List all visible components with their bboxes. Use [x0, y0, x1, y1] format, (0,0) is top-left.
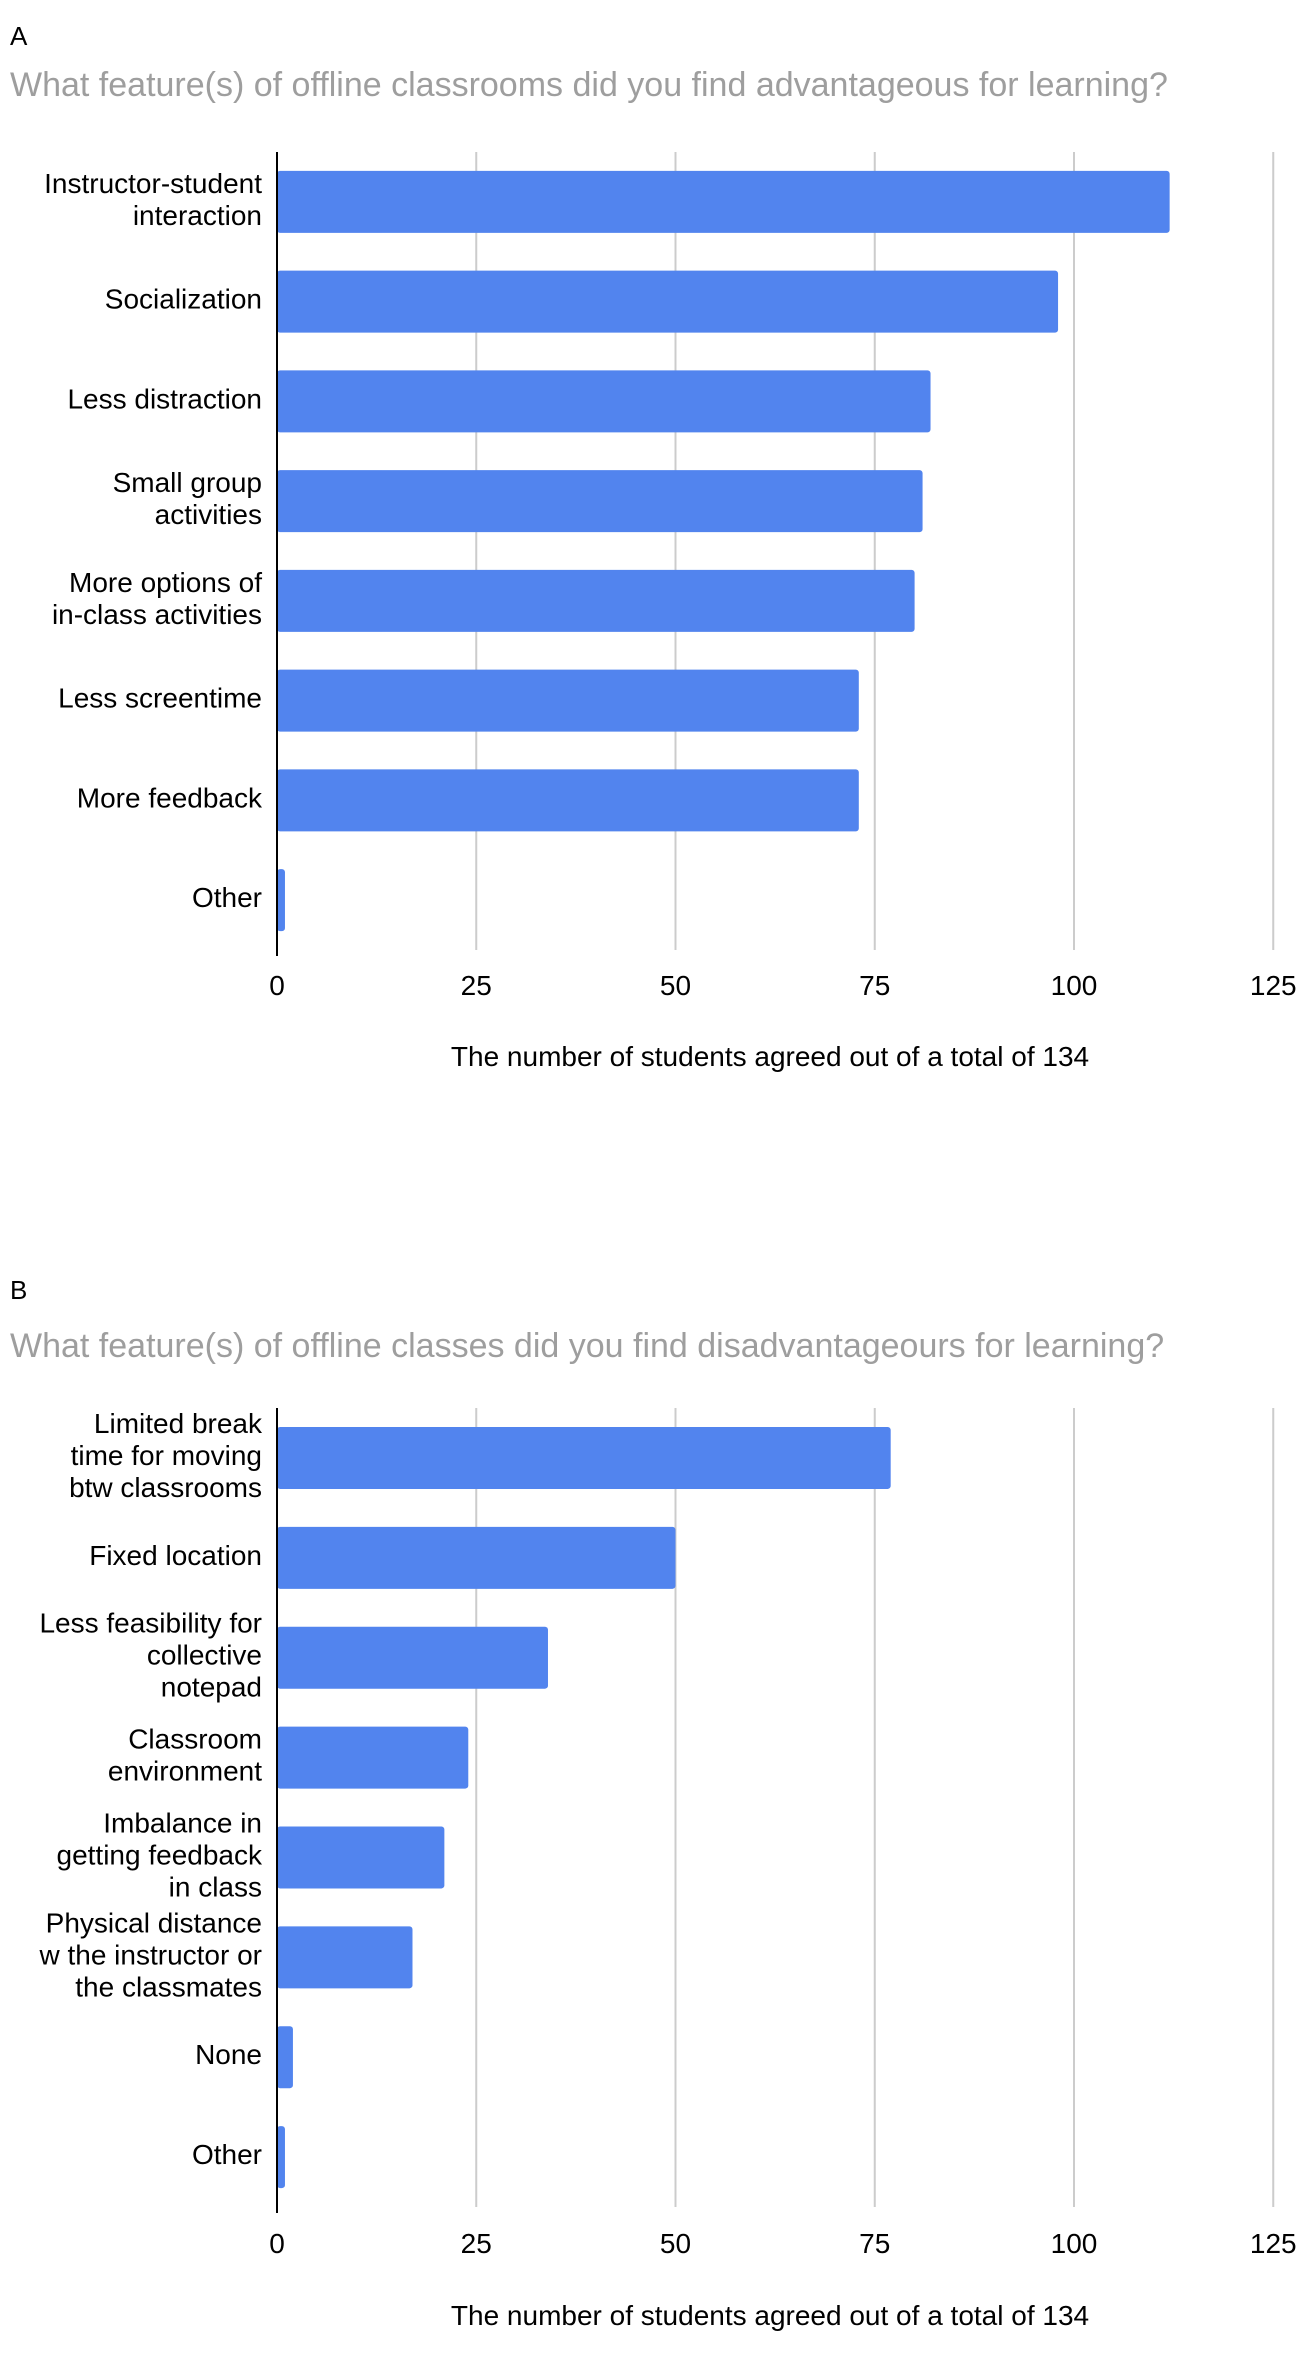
chart0-tick-label-25: 25	[461, 970, 492, 1001]
chart0-bar-7	[277, 869, 285, 932]
chart1-tick-label-50: 50	[660, 2228, 691, 2259]
chart1-tick-label-0: 0	[269, 2228, 285, 2259]
chart1-panel-label: B	[10, 1275, 27, 1305]
chart1-category-label-0: Limited break time for moving btw classroo…	[69, 1408, 263, 1503]
chart0-tick-label-50: 50	[660, 970, 691, 1001]
chart1-bar-3	[277, 1726, 469, 1789]
chart0-bar-5	[277, 669, 859, 732]
chart0-tick-label-125: 125	[1250, 970, 1297, 1001]
chart1-tick-label-25: 25	[461, 2228, 492, 2259]
chart1-tick-label-75: 75	[859, 2228, 890, 2259]
chart1-category-label-7: Other	[192, 2139, 262, 2170]
chart0-category-label-1: Socialization	[105, 284, 262, 315]
chart0-panel-label: A	[10, 21, 28, 51]
chart0-title: What feature(s) of offline classrooms di…	[10, 66, 1168, 104]
chart1-bar-0	[277, 1426, 891, 1489]
chart1-title: What feature(s) of offline classes did y…	[10, 1327, 1164, 1365]
chart1-bar-5	[277, 1926, 413, 1989]
chart0-category-label-7: Other	[192, 883, 262, 914]
chart0-category-label-5: Less screentime	[58, 683, 262, 714]
chart1-bar-6	[277, 2026, 293, 2089]
chart1-category-label-6: None	[195, 2040, 262, 2071]
chart0-bar-3	[277, 470, 923, 533]
chart1-bar-7	[277, 2126, 285, 2189]
chart0-tick-label-100: 100	[1051, 970, 1098, 1001]
chart0-bar-0	[277, 170, 1170, 233]
chart1-category-label-2: Less feasibility for collective notepad	[39, 1608, 262, 1703]
chart0-bar-2	[277, 370, 931, 433]
chart0-category-label-3: Small group activities	[113, 468, 262, 531]
chart0-tick-label-0: 0	[269, 970, 285, 1001]
chart1-tick-label-100: 100	[1051, 2228, 1098, 2259]
chart0-bar-4	[277, 569, 915, 632]
chart1-category-label-1: Fixed location	[89, 1540, 262, 1571]
chart0-category-label-0: Instructor-student interaction	[44, 168, 262, 231]
chart1-tick-label-125: 125	[1250, 2228, 1297, 2259]
chart0-category-label-6: More feedback	[77, 783, 263, 814]
chart1-category-label-4: Imbalance in getting feedback in class	[57, 1808, 263, 1903]
chart1-category-label-5: Physical distance w the instructor or the …	[38, 1908, 262, 2003]
chart0-category-label-2: Less distraction	[67, 384, 262, 415]
chart0-category-label-4: More options of in-class activities	[52, 567, 262, 630]
chart1-category-label-3: Classroom environment	[108, 1724, 262, 1787]
chart1-x-axis-title: The number of students agreed out of a t…	[451, 2300, 1089, 2331]
chart0-tick-label-75: 75	[859, 970, 890, 1001]
chart0-x-axis-title: The number of students agreed out of a t…	[451, 1041, 1089, 1072]
chart1-bar-4	[277, 1826, 445, 1889]
chart0-bar-1	[277, 270, 1059, 333]
chart1-bar-1	[277, 1526, 676, 1589]
chart1-bar-2	[277, 1626, 548, 1689]
chart0-bar-6	[277, 769, 859, 832]
